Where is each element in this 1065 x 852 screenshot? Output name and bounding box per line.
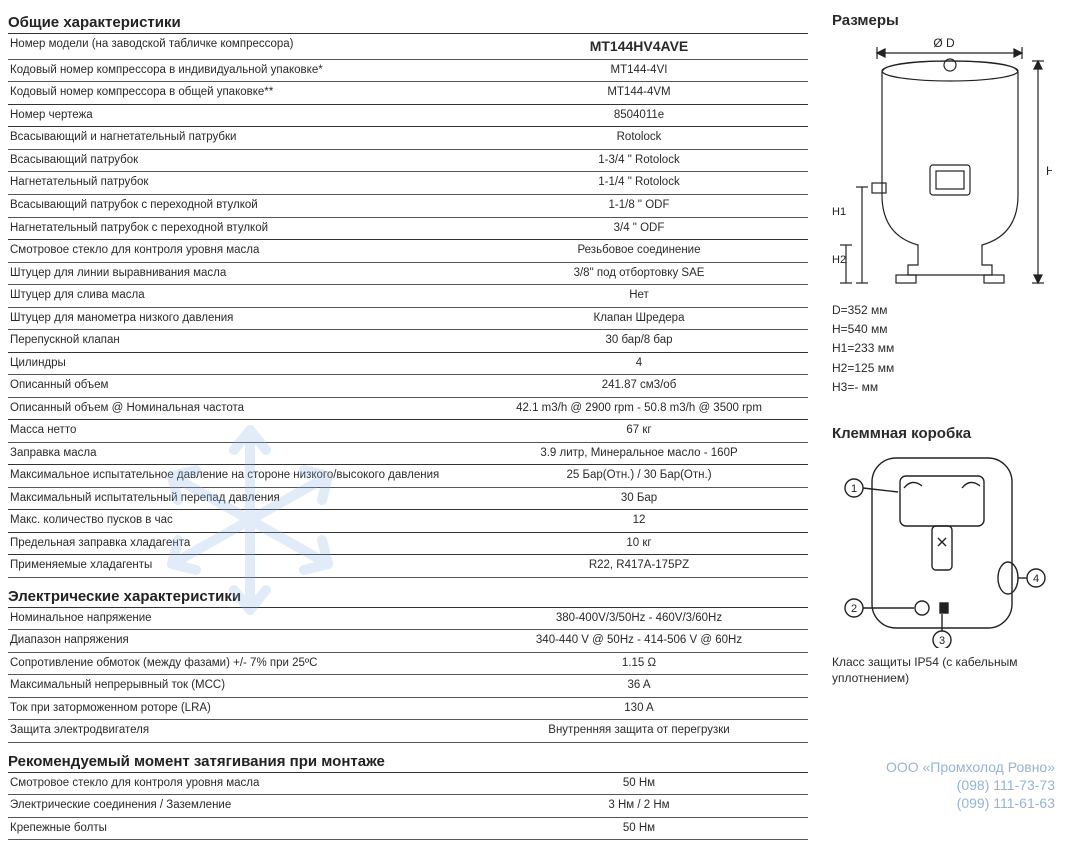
spec-label: Применяемые хладагенты (8, 555, 472, 578)
spec-value: 50 Нм (472, 772, 808, 795)
spec-value: 67 кг (472, 420, 808, 443)
spec-label: Заправка масла (8, 442, 472, 465)
spec-label: Штуцер для линии выравнивания масла (8, 262, 472, 285)
spec-label: Номинальное напряжение (8, 607, 472, 630)
spec-value: MT144HV4AVE (472, 34, 808, 60)
spec-value: MT144-4VI (472, 59, 808, 82)
section-title-general: Общие характеристики (8, 14, 808, 31)
section-title-torque: Рекомендуемый момент затягивания при мон… (8, 753, 808, 770)
spec-label: Нагнетательный патрубок с переходной вту… (8, 217, 472, 240)
spec-label: Электрические соединения / Заземление (8, 795, 472, 818)
spec-value: 340-440 V @ 50Hz - 414-506 V @ 60Hz (472, 630, 808, 653)
spec-label: Перепускной клапан (8, 330, 472, 353)
spec-value: Нет (472, 285, 808, 308)
spec-value: 1-1/8 " ODF (472, 194, 808, 217)
spec-value: Клапан Шредера (472, 307, 808, 330)
spec-value: 3.9 литр, Минеральное масло - 160P (472, 442, 808, 465)
spec-value: 3/8" под отбортовку SAE (472, 262, 808, 285)
terminal-box-diagram: 1 2 3 4 (832, 448, 1052, 648)
callout-1: 1 (851, 483, 857, 495)
dim-value: H3=- мм (832, 378, 1053, 397)
callout-3: 3 (939, 635, 945, 647)
dim-label-D: Ø D (933, 36, 955, 50)
spec-value: Внутренняя защита от перегрузки (472, 720, 808, 743)
spec-label: Кодовый номер компрессора в общей упаков… (8, 82, 472, 105)
spec-label: Ток при заторможенном роторе (LRA) (8, 697, 472, 720)
spec-value: 4 (472, 352, 808, 375)
spec-label: Смотровое стекло для контроля уровня мас… (8, 772, 472, 795)
spec-value: 30 бар/8 бар (472, 330, 808, 353)
spec-value: 3 Нм / 2 Нм (472, 795, 808, 818)
spec-value: 10 кг (472, 532, 808, 555)
spec-value: 1.15 Ω (472, 652, 808, 675)
compressor-diagram: Ø D H H1 H2 (832, 35, 1052, 295)
spec-value: 50 Нм (472, 817, 808, 840)
spec-label: Нагнетательный патрубок (8, 172, 472, 195)
spec-label: Номер модели (на заводской табличке комп… (8, 34, 472, 60)
dim-value: H1=233 мм (832, 339, 1053, 358)
spec-value: 25 Бар(Отн.) / 30 Бар(Отн.) (472, 465, 808, 488)
spec-label: Штуцер для слива масла (8, 285, 472, 308)
spec-label: Максимальный непрерывный ток (MCC) (8, 675, 472, 698)
section-title-electrical: Электрические характеристики (8, 588, 808, 605)
spec-value: R22, R417A-175PZ (472, 555, 808, 578)
electrical-spec-table: Номинальное напряжение380-400V/3/50Hz - … (8, 607, 808, 743)
spec-value: 1-1/4 " Rotolock (472, 172, 808, 195)
spec-label: Предельная заправка хладагента (8, 532, 472, 555)
spec-value: Резьбовое соединение (472, 240, 808, 263)
general-spec-table: Номер модели (на заводской табличке комп… (8, 33, 808, 578)
spec-value: Rotolock (472, 127, 808, 150)
spec-label: Максимальный испытательный перепад давле… (8, 487, 472, 510)
dim-value: H2=125 мм (832, 359, 1053, 378)
spec-label: Сопротивление обмоток (между фазами) +/-… (8, 652, 472, 675)
spec-label: Описанный объем @ Номинальная частота (8, 397, 472, 420)
spec-label: Максимальное испытательное давление на с… (8, 465, 472, 488)
spec-value: MT144-4VM (472, 82, 808, 105)
spec-label: Описанный объем (8, 375, 472, 398)
spec-value: 3/4 " ODF (472, 217, 808, 240)
spec-label: Масса нетто (8, 420, 472, 443)
spec-label: Смотровое стекло для контроля уровня мас… (8, 240, 472, 263)
dim-value: D=352 мм (832, 301, 1053, 320)
spec-label: Кодовый номер компрессора в индивидуальн… (8, 59, 472, 82)
dim-label-H: H (1046, 164, 1052, 178)
spec-label: Всасывающий патрубок с переходной втулко… (8, 194, 472, 217)
spec-value: 42.1 m3/h @ 2900 rpm - 50.8 m3/h @ 3500 … (472, 397, 808, 420)
terminal-caption: Класс защиты IP54 (с кабельным уплотнени… (832, 654, 1053, 686)
torque-spec-table: Смотровое стекло для контроля уровня мас… (8, 772, 808, 841)
spec-label: Макс. количество пусков в час (8, 510, 472, 533)
dimensions-title: Размеры (832, 12, 1053, 29)
spec-label: Крепежные болты (8, 817, 472, 840)
spec-value: 380-400V/3/50Hz - 460V/3/60Hz (472, 607, 808, 630)
terminal-title: Клеммная коробка (832, 425, 1053, 442)
spec-label: Номер чертежа (8, 104, 472, 127)
callout-2: 2 (851, 603, 857, 615)
spec-label: Диапазон напряжения (8, 630, 472, 653)
spec-label: Штуцер для манометра низкого давления (8, 307, 472, 330)
spec-label: Цилиндры (8, 352, 472, 375)
spec-value: 36 A (472, 675, 808, 698)
dim-label-H2: H2 (832, 254, 846, 266)
spec-value: 1-3/4 " Rotolock (472, 149, 808, 172)
spec-value: 130 A (472, 697, 808, 720)
spec-value: 241.87 см3/об (472, 375, 808, 398)
spec-label: Всасывающий и нагнетательный патрубки (8, 127, 472, 150)
dimensions-list: D=352 мм H=540 мм H1=233 мм H2=125 мм H3… (832, 301, 1053, 397)
spec-label: Защита электродвигателя (8, 720, 472, 743)
dim-value: H=540 мм (832, 320, 1053, 339)
dim-label-H1: H1 (832, 206, 846, 218)
spec-value: 8504011e (472, 104, 808, 127)
spec-value: 30 Бар (472, 487, 808, 510)
spec-label: Всасывающий патрубок (8, 149, 472, 172)
spec-value: 12 (472, 510, 808, 533)
callout-4: 4 (1033, 573, 1039, 585)
